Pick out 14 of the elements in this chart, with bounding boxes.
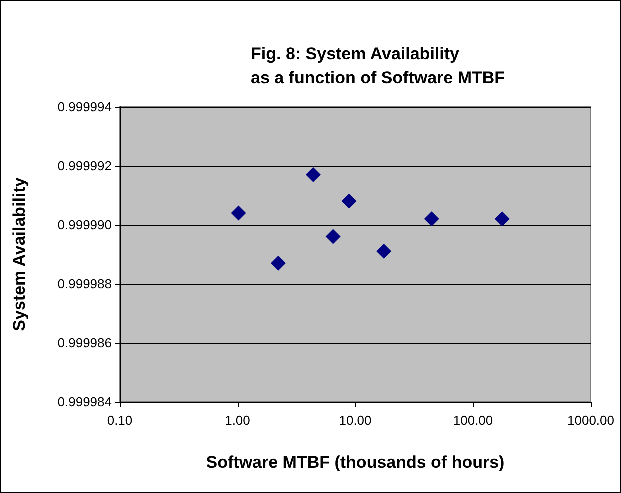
- x-tick-label: 0.10: [107, 413, 133, 428]
- x-tick-label: 1000.00: [568, 413, 614, 428]
- x-axis-title: Software MTBF (thousands of hours): [206, 453, 505, 472]
- y-axis-title: System Availability: [10, 177, 29, 332]
- y-tick-label: 0.999984: [58, 394, 112, 410]
- chart-title: Fig. 8: System Availability as a function of Software MTBF: [251, 44, 506, 88]
- y-tick-label: 0.999988: [58, 276, 112, 292]
- y-tick-label: 0.999986: [58, 336, 112, 350]
- x-tick-label: 10.00: [339, 413, 372, 428]
- y-tick-label: 0.999992: [58, 158, 112, 174]
- y-tick-label: 0.999990: [58, 218, 112, 232]
- x-tick-label: 100.00: [453, 413, 494, 428]
- y-tick-label: 0.999994: [58, 100, 112, 114]
- x-tick-label: 1.00: [225, 413, 250, 428]
